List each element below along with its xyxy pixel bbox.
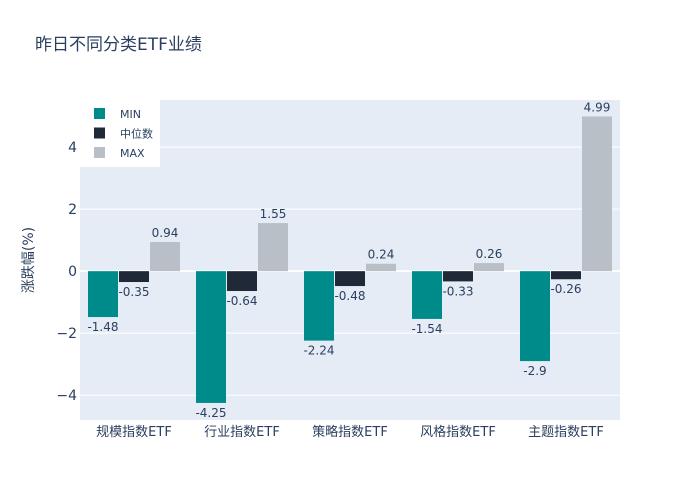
data-label: -2.24: [303, 344, 334, 358]
legend-swatch[interactable]: [94, 127, 105, 139]
y-tick-label: −2: [56, 326, 77, 342]
chart-title: 昨日不同分类ETF业绩: [35, 35, 202, 55]
legend-label[interactable]: MIN: [120, 108, 141, 121]
data-label: -2.9: [523, 364, 546, 378]
bar[interactable]: [227, 271, 257, 292]
y-tick-label: 2: [68, 202, 77, 218]
bar[interactable]: [582, 116, 612, 272]
data-label: 0.94: [152, 226, 179, 240]
bar[interactable]: [551, 271, 581, 280]
data-label: 1.55: [260, 207, 287, 221]
bar[interactable]: [119, 271, 149, 283]
y-tick-label: 4: [68, 140, 77, 156]
data-label: -0.35: [118, 285, 149, 299]
legend-label[interactable]: 中位数: [120, 127, 153, 141]
bar[interactable]: [474, 263, 504, 272]
x-tick-label: 主题指数ETF: [528, 425, 604, 440]
bar[interactable]: [196, 271, 226, 403]
y-tick-label: 0: [68, 264, 77, 280]
data-label: -4.25: [195, 406, 226, 420]
data-label: 4.99: [584, 100, 611, 114]
x-tick-label: 行业指数ETF: [204, 425, 280, 440]
bar[interactable]: [520, 271, 550, 362]
x-tick-label: 规模指数ETF: [96, 425, 172, 440]
data-label: -0.33: [442, 284, 473, 298]
bar[interactable]: [88, 271, 118, 318]
x-tick-label: 风格指数ETF: [420, 424, 496, 440]
data-label: -0.48: [334, 289, 365, 303]
data-label: -1.54: [411, 322, 442, 336]
legend-swatch[interactable]: [94, 147, 105, 158]
data-label: 0.26: [476, 247, 503, 261]
bar[interactable]: [335, 271, 365, 287]
bar[interactable]: [304, 271, 334, 341]
legend-swatch[interactable]: [94, 108, 105, 119]
data-label: 0.24: [368, 248, 395, 262]
x-tick-label: 策略指数ETF: [312, 424, 388, 440]
bar[interactable]: [366, 263, 396, 272]
bar[interactable]: [150, 242, 180, 272]
data-label: -0.64: [226, 294, 257, 308]
legend-label[interactable]: MAX: [120, 147, 145, 160]
legend-box: [80, 100, 160, 167]
y-axis-label: 涨跌幅(%): [21, 227, 37, 293]
bar[interactable]: [443, 271, 473, 282]
data-label: -0.26: [550, 282, 581, 296]
bar[interactable]: [258, 223, 288, 272]
data-label: -1.48: [87, 320, 118, 334]
y-tick-label: −4: [56, 388, 77, 404]
bar[interactable]: [412, 271, 442, 319]
